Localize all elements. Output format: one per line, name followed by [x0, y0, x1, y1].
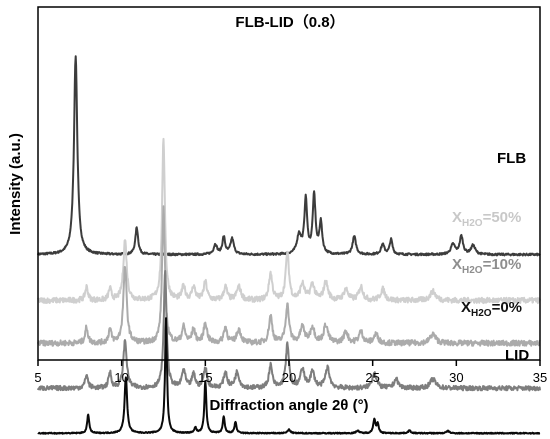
y-axis-title: Intensity (a.u.)	[7, 133, 24, 235]
series-line-1	[37, 137, 541, 305]
x-tick-label-3: 20	[282, 370, 296, 385]
x-axis: 5 10 15 20 25 30 35	[34, 360, 547, 385]
x-tick-label-6: 35	[533, 370, 547, 385]
series-label-2: XH2O=10%	[452, 256, 521, 276]
x-tick-label-4: 25	[365, 370, 379, 385]
x-tick-label-5: 30	[449, 370, 463, 385]
x-axis-title: Diffraction angle 2θ (°)	[209, 397, 368, 414]
series-line-4	[37, 317, 541, 435]
series-label-0: FLB	[497, 150, 526, 167]
series-line-0	[37, 55, 541, 257]
x-tick-label-0: 5	[34, 370, 41, 385]
x-tick-label-1: 10	[114, 370, 128, 385]
series-label-4: LID	[505, 347, 529, 364]
series-labels: FLB XH2O=50% XH2O=10% XH2O=0% LID	[452, 150, 529, 364]
series-label-1: XH2O=50%	[452, 209, 521, 229]
chart-title: FLB-LID（0.8）	[235, 13, 344, 31]
series-label-3: XH2O=0%	[461, 299, 522, 319]
x-tick-label-2: 15	[198, 370, 212, 385]
series-line-2	[37, 205, 541, 347]
